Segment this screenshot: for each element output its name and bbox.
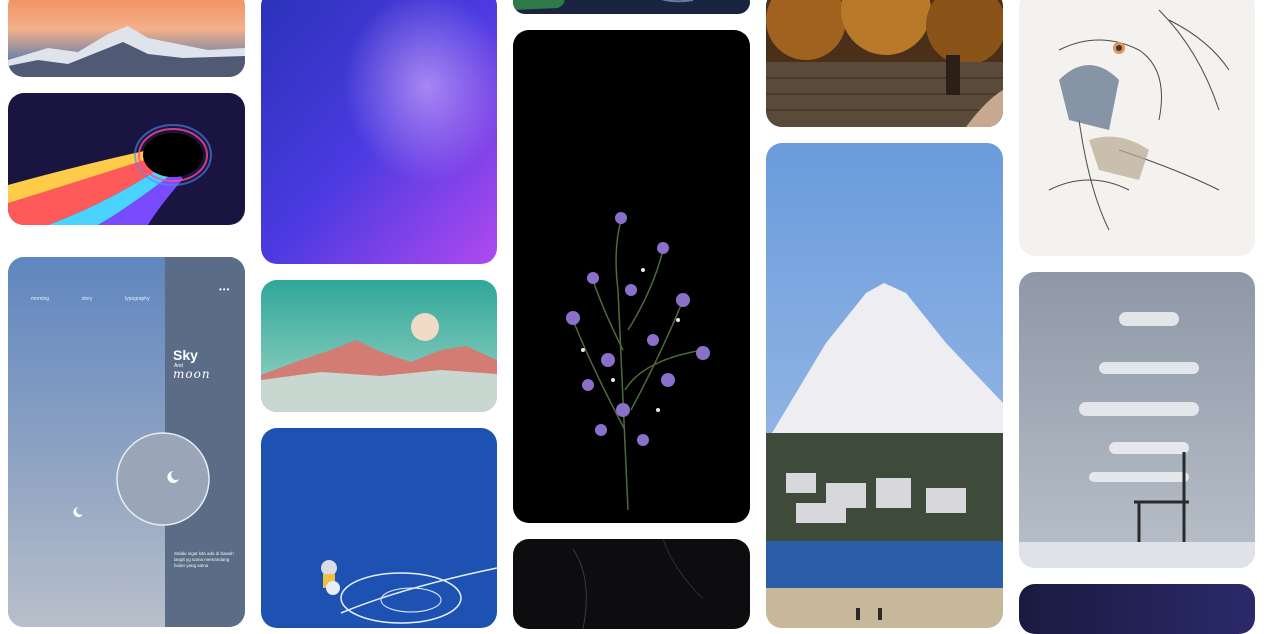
pin-pastel-desert[interactable] [261, 280, 497, 412]
pin-autumn-stone-wall[interactable] [766, 0, 1003, 127]
sky-poster-background [8, 257, 245, 627]
mount-fuji-image [766, 143, 1003, 628]
autumn-stone-wall-image [766, 0, 1003, 127]
anime-hand-sketch-image [1019, 0, 1255, 256]
pin-blue-sky-figure[interactable] [261, 428, 497, 628]
pin-dark-texture[interactable] [513, 539, 750, 629]
pin-green-top-cut[interactable] [513, 0, 750, 14]
poster-nav-typography: typography [124, 296, 150, 302]
purple-galaxy-image [261, 0, 497, 264]
pin-snowy-mountain[interactable] [8, 0, 245, 77]
pin-anime-hand-sketch[interactable] [1019, 0, 1255, 256]
figure-on-chair-image [1019, 272, 1255, 568]
dark-night-sky-image [1019, 584, 1255, 634]
pin-grid: morning story typography ••• Sky And moo… [8, 0, 1255, 634]
poster-nav: morning story typography [31, 287, 178, 305]
dark-texture-image [513, 539, 750, 629]
poster-body-text: Selalu ingat kita ada di bawah langit yg… [174, 551, 234, 568]
poster-title: Sky [173, 347, 198, 363]
pin-figure-on-chair[interactable] [1019, 272, 1255, 568]
pin-mount-fuji[interactable] [766, 143, 1003, 628]
pastel-desert-image [261, 280, 497, 412]
pin-purple-galaxy[interactable] [261, 0, 497, 264]
poster-nav-story: story [81, 296, 93, 302]
pin-sky-and-moon-poster[interactable]: morning story typography ••• Sky And moo… [8, 257, 245, 627]
poster-subtitle: And [174, 363, 183, 369]
rainbow-black-hole-image [8, 93, 245, 225]
pin-purple-wildflowers[interactable] [513, 30, 750, 523]
snowy-mountain-image [8, 0, 245, 77]
more-menu-icon: ••• [219, 285, 231, 294]
pin-rainbow-black-hole[interactable] [8, 93, 245, 225]
pin-dark-night-sky[interactable] [1019, 584, 1255, 634]
poster-nav-morning: morning [31, 296, 50, 302]
poster-script-title: moon [173, 367, 211, 381]
purple-wildflowers-image [513, 30, 750, 523]
blue-sky-figure-image [261, 428, 497, 628]
green-dark-image [513, 0, 750, 14]
